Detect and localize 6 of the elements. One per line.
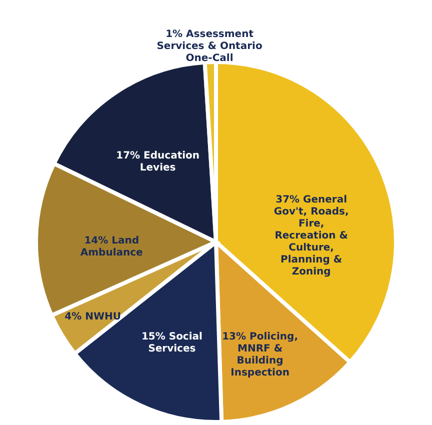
slice-label: 1% Assessment Services & Ontario One-Call xyxy=(156,29,262,64)
slice-label: 17% Education Levies xyxy=(116,150,200,174)
slice-label: 37% General Gov't, Roads, Fire, Recreation & Culture, Planning & Zoning xyxy=(274,194,349,278)
slice-label: 14% Land Ambulance xyxy=(80,235,144,258)
slice-label: 15% Social Services xyxy=(141,332,202,355)
slice-label: 13% Policing, MNRF & Building Inspection xyxy=(222,332,298,379)
